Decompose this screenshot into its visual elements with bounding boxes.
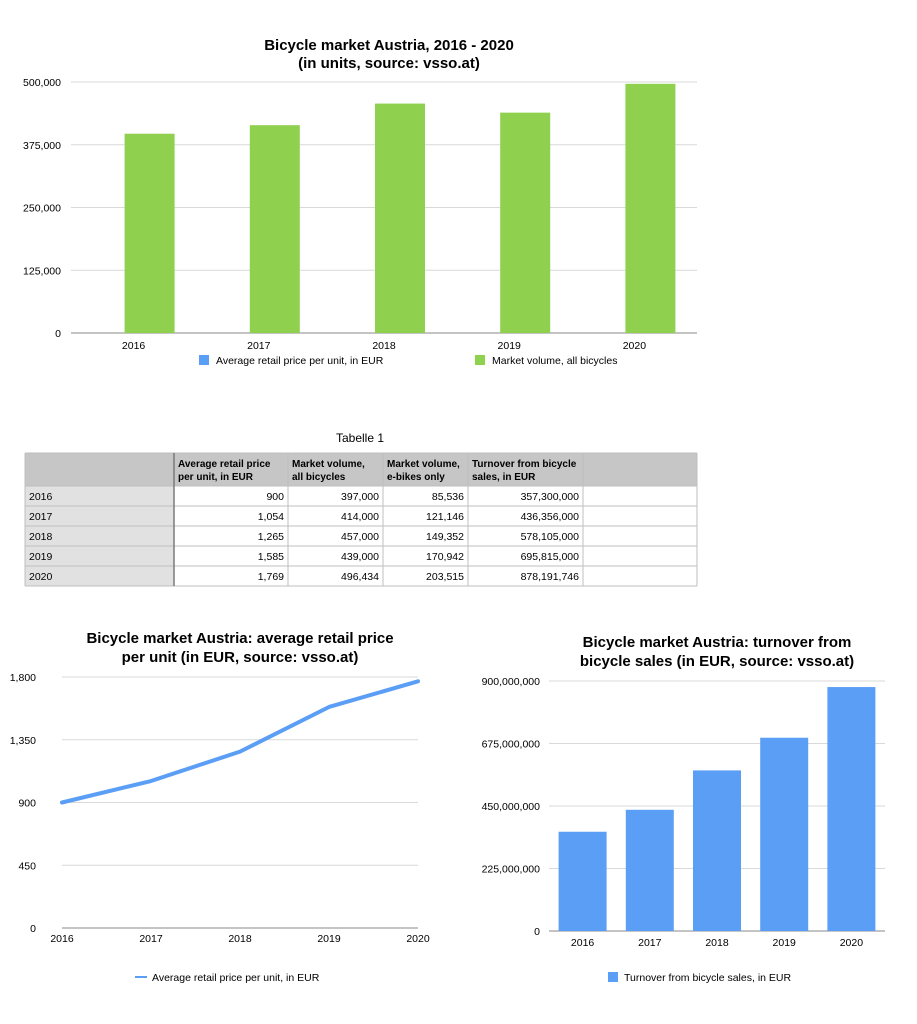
y-tick-label: 900,000,000 — [482, 676, 541, 688]
y-tick-label: 1,350 — [10, 735, 36, 747]
table-cell: 457,000 — [341, 531, 379, 543]
bar — [500, 112, 551, 333]
y-tick-label: 450,000,000 — [482, 801, 541, 813]
table-cell: 397,000 — [341, 491, 379, 503]
series-line — [60, 679, 420, 805]
y-tick-label: 0 — [55, 328, 61, 340]
row-header-bg — [25, 506, 174, 526]
y-tick-label: 0 — [534, 926, 540, 938]
y-tick-label: 250,000 — [23, 203, 61, 215]
row-header-bg — [25, 566, 174, 586]
bar — [760, 737, 809, 931]
x-tick-label: 2018 — [705, 937, 729, 949]
legend-label: Average retail price per unit, in EUR — [152, 972, 320, 984]
x-tick-label: 2020 — [623, 340, 647, 352]
bar — [375, 103, 425, 333]
y-tick-label: 450 — [18, 860, 36, 872]
x-tick-label: 2017 — [638, 937, 662, 949]
x-tick-label: 2016 — [571, 937, 595, 949]
table-header-cell: Turnover from bicycle — [472, 459, 577, 470]
chart-subtitle: per unit (in EUR, source: vsso.at) — [122, 649, 359, 666]
table-header-cell: per unit, in EUR — [178, 472, 254, 483]
table-header-cell: Market volume, — [292, 459, 365, 470]
y-tick-label: 375,000 — [23, 140, 61, 152]
y-tick-label: 225,000,000 — [482, 864, 541, 876]
bar — [625, 809, 674, 931]
chart-turnover: Bicycle market Austria: turnover from bic… — [482, 634, 885, 984]
legend-swatch — [475, 355, 485, 365]
table-title: Tabelle 1 — [336, 431, 384, 445]
x-tick-label: 2018 — [372, 340, 396, 352]
table-header-cell: e-bikes only — [387, 472, 445, 483]
row-header-bg — [25, 526, 174, 546]
table-row-label: 2020 — [29, 571, 53, 583]
y-tick-label: 0 — [30, 923, 36, 935]
legend-swatch — [608, 972, 618, 982]
y-tick-label: 500,000 — [23, 77, 61, 89]
table-cell: 1,769 — [258, 571, 284, 583]
legend-label: Turnover from bicycle sales, in EUR — [624, 972, 791, 984]
table-row-label: 2017 — [29, 511, 53, 523]
chart-market-volume: Bicycle market Austria, 2016 - 2020(in u… — [23, 37, 697, 367]
table-cell: 414,000 — [341, 511, 379, 523]
chart-subtitle: bicycle sales (in EUR, source: vsso.at) — [580, 653, 854, 670]
chart-title: Bicycle market Austria: average retail p… — [86, 630, 393, 647]
table-cell: 170,942 — [426, 551, 464, 563]
table-cell: 578,105,000 — [521, 531, 580, 543]
chart-title: Bicycle market Austria, 2016 - 2020 — [264, 37, 514, 54]
x-tick-label: 2020 — [406, 933, 430, 945]
legend-swatch — [199, 355, 209, 365]
x-tick-label: 2020 — [840, 937, 864, 949]
table-row-label: 2018 — [29, 531, 53, 543]
y-tick-label: 900 — [18, 798, 36, 810]
bar — [558, 831, 607, 931]
bar — [249, 125, 300, 333]
table-header-cell: all bicycles — [292, 472, 346, 483]
table-cell: 357,300,000 — [521, 491, 580, 503]
x-tick-label: 2017 — [247, 340, 271, 352]
data-table: Tabelle 1 Average retail price per unit, i… — [24, 431, 698, 587]
y-tick-label: 1,800 — [10, 672, 36, 684]
table-cell: 85,536 — [432, 491, 464, 503]
table-cell: 149,352 — [426, 531, 464, 543]
x-tick-label: 2019 — [773, 937, 797, 949]
bar — [827, 687, 876, 931]
table-cell: 695,815,000 — [521, 551, 580, 563]
x-tick-label: 2016 — [50, 933, 74, 945]
table-cell: 121,146 — [426, 511, 464, 523]
bar — [693, 770, 741, 931]
y-tick-label: 125,000 — [23, 265, 61, 277]
table-row-label: 2019 — [29, 551, 53, 563]
table-cell: 1,054 — [258, 511, 284, 523]
y-tick-label: 675,000,000 — [482, 739, 541, 751]
chart-title: Bicycle market Austria: turnover from — [583, 634, 852, 651]
chart-average-price: Bicycle market Austria: average retail p… — [10, 630, 430, 984]
x-tick-label: 2016 — [122, 340, 146, 352]
table-header-cell: sales, in EUR — [472, 472, 536, 483]
x-tick-label: 2019 — [498, 340, 522, 352]
table-cell: 900 — [266, 491, 284, 503]
chart-subtitle: (in units, source: vsso.at) — [298, 55, 480, 72]
table-cell: 203,515 — [426, 571, 464, 583]
row-header-bg — [25, 486, 174, 506]
table-cell: 1,265 — [258, 531, 284, 543]
table-cell: 878,191,746 — [521, 571, 580, 583]
table-cell: 439,000 — [341, 551, 379, 563]
table-header-cell: Average retail price — [178, 459, 271, 470]
row-header-bg — [25, 546, 174, 566]
x-tick-label: 2018 — [228, 933, 252, 945]
table-header-bg — [25, 453, 697, 486]
table-cell: 1,585 — [258, 551, 284, 563]
legend-label: Market volume, all bicycles — [492, 355, 617, 367]
x-tick-label: 2019 — [317, 933, 341, 945]
bar — [124, 133, 175, 333]
table-header-cell: Market volume, — [387, 459, 460, 470]
x-tick-label: 2017 — [139, 933, 163, 945]
table-cell: 496,434 — [341, 571, 379, 583]
table-cell: 436,356,000 — [521, 511, 580, 523]
bar — [625, 83, 676, 333]
table-row-label: 2016 — [29, 491, 53, 503]
legend-label: Average retail price per unit, in EUR — [216, 355, 384, 367]
